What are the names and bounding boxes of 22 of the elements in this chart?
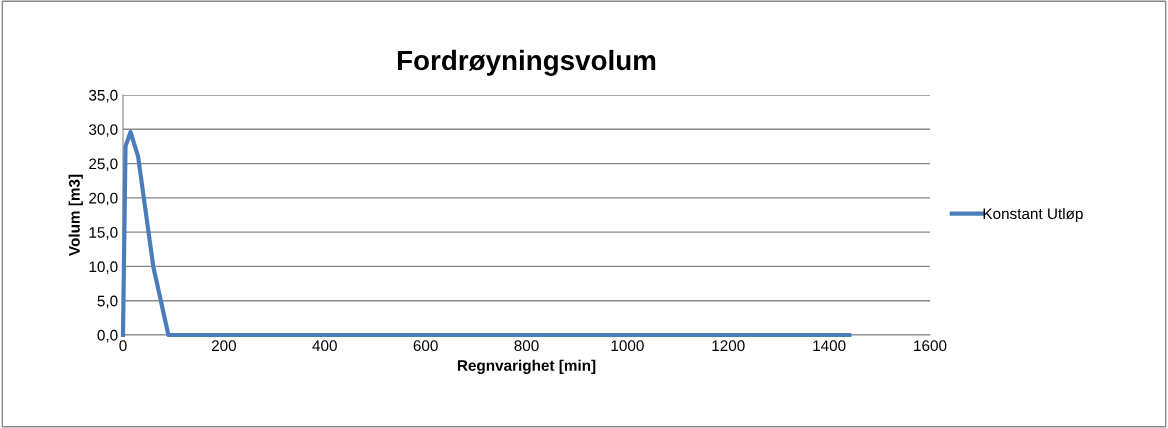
x-tick-label: 400 [312, 340, 337, 352]
y-tick-label: 25,0 [89, 158, 118, 172]
y-tick-label: 20,0 [89, 192, 118, 206]
y-tick-label: 5,0 [97, 295, 118, 309]
y-tick-label: 0,0 [97, 329, 118, 343]
x-tick-label: 0 [119, 340, 127, 352]
y-axis-title: Volum [m3] [68, 174, 83, 256]
x-tick-label: 600 [413, 340, 438, 352]
y-tick-label: 15,0 [89, 227, 118, 240]
chart-title: Fordrøyningsvolum [397, 49, 656, 76]
x-tick-label: 1200 [712, 340, 745, 352]
x-tick-label: 1000 [611, 340, 644, 352]
y-tick-label: 30,0 [88, 124, 118, 137]
line-series [120, 129, 852, 338]
x-tick-label: 1400 [813, 340, 846, 352]
y-tick-label: 10,0 [89, 261, 118, 274]
x-tick-label: 800 [514, 340, 539, 352]
y-tick-label: 35,0 [88, 89, 118, 103]
x-tick-label: 1600 [914, 340, 947, 352]
x-tick-label: 200 [211, 340, 237, 352]
x-axis-title: Regnvarighet [min] [457, 359, 596, 374]
legend-label: Konstant Utløp [983, 207, 1083, 223]
